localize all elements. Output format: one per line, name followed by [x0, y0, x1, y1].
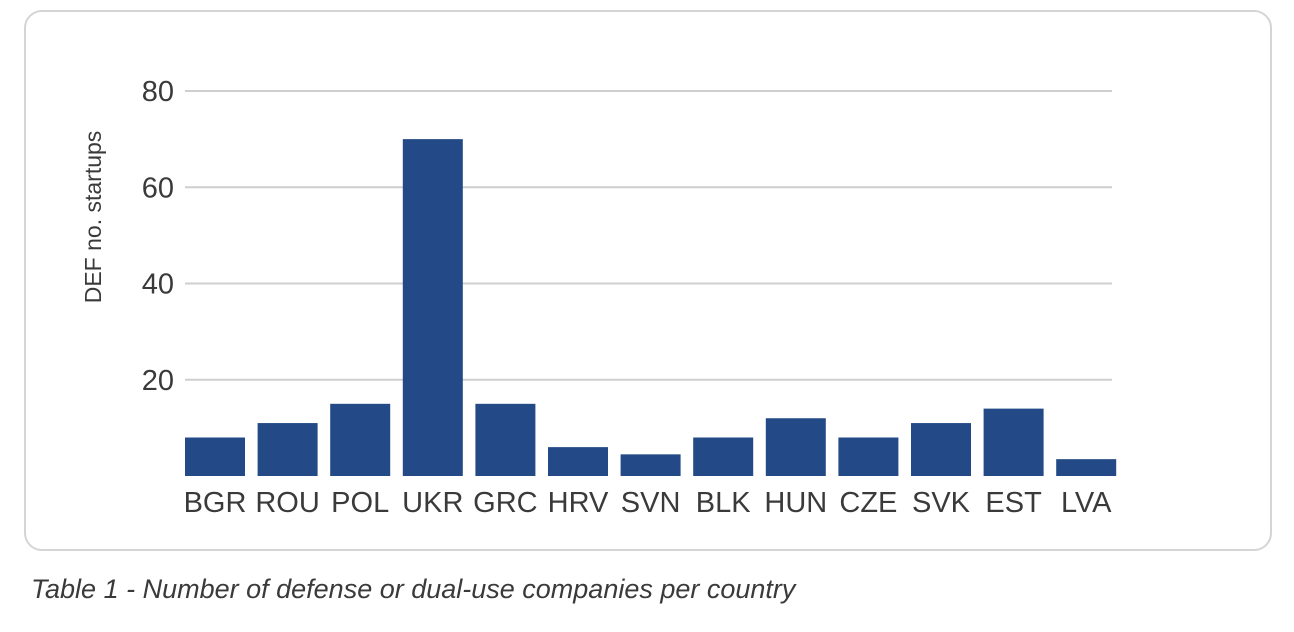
- x-tick-label: LVA: [1061, 487, 1112, 519]
- x-tick-label: BLK: [696, 487, 751, 519]
- bar-hun: [765, 418, 826, 476]
- x-tick-label: CZE: [839, 487, 897, 519]
- y-axis-title: DEF no. startups: [80, 131, 106, 304]
- x-tick-label: SVN: [621, 487, 681, 519]
- y-tick-label: 20: [142, 365, 174, 397]
- bar-bgr: [185, 437, 245, 476]
- x-tick-label: UKR: [402, 487, 463, 519]
- bars: [185, 139, 1117, 476]
- bar-lva: [1056, 459, 1117, 476]
- bar-pol: [330, 403, 391, 476]
- bar-cze: [838, 437, 899, 476]
- x-tick-label: GRC: [473, 487, 537, 519]
- x-tick-label: HRV: [548, 487, 609, 519]
- y-tick-label: 60: [142, 172, 174, 204]
- bar-rou: [257, 423, 318, 476]
- bar-grc: [475, 403, 536, 476]
- figure-caption: Table 1 - Number of defense or dual-use …: [31, 574, 796, 604]
- x-tick-label: POL: [331, 487, 389, 519]
- y-tick-label: 40: [142, 269, 174, 301]
- bar-svk: [911, 423, 971, 476]
- y-axis-ticks: 20 40 60 80: [142, 76, 174, 397]
- x-tick-label: SVK: [912, 487, 971, 519]
- x-tick-label: BGR: [184, 487, 247, 519]
- bar-blk: [693, 437, 754, 476]
- bar-est: [983, 408, 1044, 476]
- bar-ukr: [402, 139, 463, 476]
- x-tick-label: HUN: [764, 487, 827, 519]
- x-tick-label: ROU: [255, 487, 319, 519]
- bar-svn: [620, 454, 681, 476]
- gridlines: [185, 90, 1112, 381]
- x-tick-label: EST: [985, 487, 1042, 519]
- x-axis-ticks: BGR ROU POL UKR GRC HRV SVN BLK HUN CZE SVK EST LVA: [184, 487, 1113, 519]
- y-tick-label: 80: [142, 76, 174, 108]
- bar-hrv: [548, 447, 608, 476]
